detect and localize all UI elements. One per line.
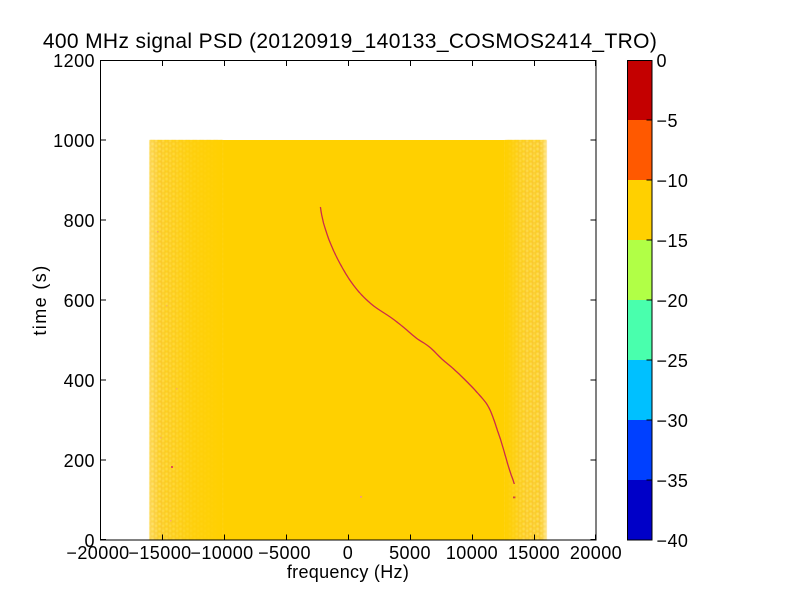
svg-text:time (s): time (s): [30, 264, 50, 335]
svg-text:600: 600: [64, 291, 95, 311]
svg-text:15000: 15000: [508, 543, 560, 563]
svg-text:−15000: −15000: [128, 543, 191, 563]
svg-text:200: 200: [64, 451, 95, 471]
svg-text:400 MHz signal PSD (20120919_1: 400 MHz signal PSD (20120919_140133_COSM…: [43, 30, 657, 53]
svg-text:−15: −15: [657, 231, 689, 251]
svg-text:−10: −10: [657, 171, 689, 191]
svg-text:0: 0: [657, 51, 667, 71]
svg-text:frequency (Hz): frequency (Hz): [287, 562, 409, 582]
svg-text:−25: −25: [657, 351, 689, 371]
svg-text:10000: 10000: [446, 543, 498, 563]
svg-text:5000: 5000: [389, 543, 431, 563]
svg-text:−30: −30: [657, 411, 689, 431]
svg-text:20000: 20000: [570, 543, 622, 563]
svg-text:0: 0: [343, 543, 353, 563]
svg-text:−5: −5: [657, 111, 678, 131]
svg-text:400: 400: [64, 371, 95, 391]
svg-text:800: 800: [64, 211, 95, 231]
svg-text:1200: 1200: [53, 51, 95, 71]
svg-text:−10000: −10000: [190, 543, 253, 563]
svg-text:0: 0: [85, 531, 95, 551]
svg-text:−40: −40: [657, 531, 689, 551]
svg-text:−35: −35: [657, 471, 689, 491]
svg-text:−5000: −5000: [258, 543, 311, 563]
svg-text:1000: 1000: [53, 131, 95, 151]
svg-text:−20: −20: [657, 291, 689, 311]
svg-text:−20000: −20000: [66, 543, 129, 563]
